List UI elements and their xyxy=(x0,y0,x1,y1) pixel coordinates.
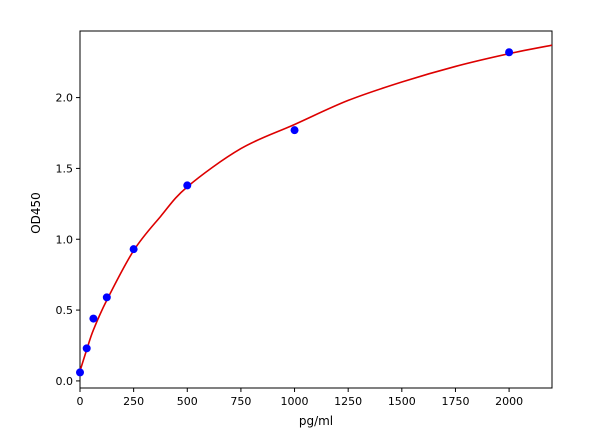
data-point xyxy=(505,48,514,57)
plot-area xyxy=(79,30,553,389)
y-tick-label: 0.0 xyxy=(56,375,74,388)
fit-curve-layer xyxy=(80,44,552,372)
x-tick-label: 0 xyxy=(77,395,84,408)
data-point xyxy=(82,344,91,353)
y-axis-label: OD450 xyxy=(29,192,43,234)
fit-curve-line xyxy=(80,44,552,372)
y-axis: 0.0 0.5 1.0 1.5 2.0 xyxy=(56,92,80,388)
data-point xyxy=(76,368,84,377)
y-tick-label: 2.0 xyxy=(56,92,74,105)
y-tick-label: 0.5 xyxy=(56,304,74,317)
y-tick-label: 1.5 xyxy=(56,162,74,175)
x-axis-label: pg/ml xyxy=(299,414,333,428)
data-point xyxy=(290,126,299,135)
x-tick-label: 1500 xyxy=(388,395,416,408)
x-tick-label: 1000 xyxy=(281,395,309,408)
x-tick-label: 500 xyxy=(177,395,198,408)
x-tick-label: 1250 xyxy=(334,395,362,408)
data-point xyxy=(102,293,111,302)
data-point xyxy=(89,314,98,323)
x-tick-label: 1750 xyxy=(441,395,469,408)
plot-frame xyxy=(79,30,553,389)
y-tick-label: 1.0 xyxy=(56,233,74,246)
data-points xyxy=(76,48,514,377)
x-tick-label: 750 xyxy=(230,395,251,408)
x-tick-label: 250 xyxy=(123,395,144,408)
x-tick-label: 2000 xyxy=(495,395,523,408)
data-point xyxy=(183,181,192,190)
x-axis: 0 250 500 750 1000 1250 1500 1750 2000 xyxy=(77,388,523,408)
data-point xyxy=(129,245,138,254)
